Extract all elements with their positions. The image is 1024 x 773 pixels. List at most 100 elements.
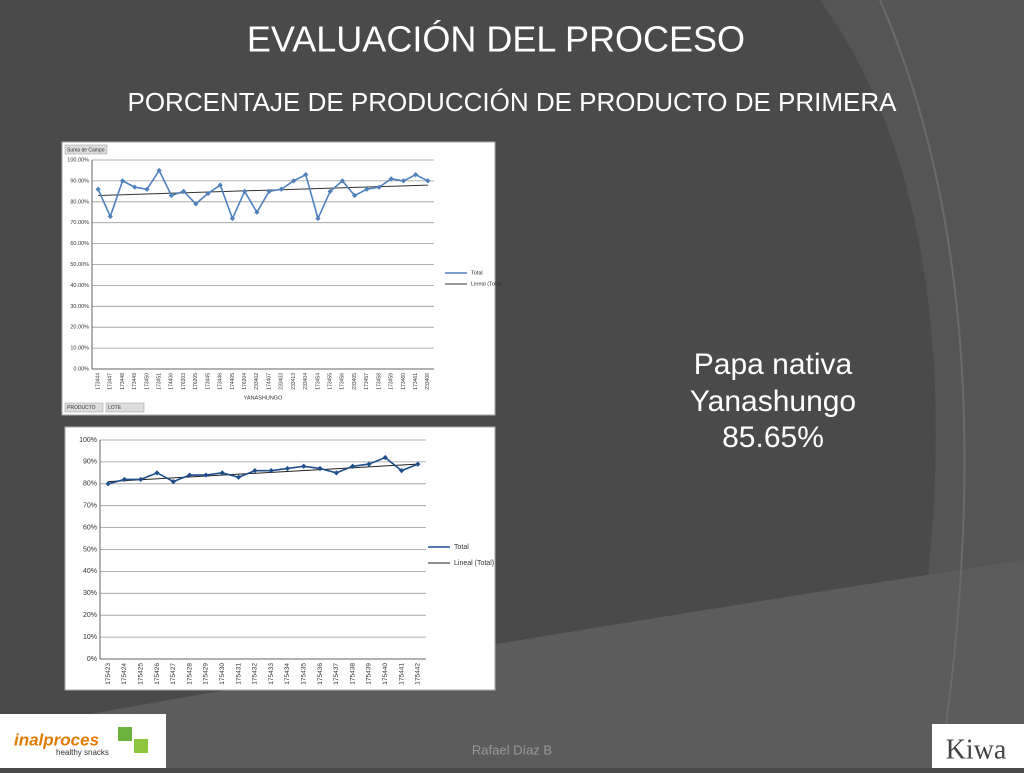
x-tick-label: 233403 (279, 373, 285, 390)
data-point (205, 190, 211, 197)
trend-line (98, 184, 428, 197)
y-tick-label: 90.00% (70, 178, 89, 184)
x-tick-label: 176203 (181, 373, 187, 390)
x-tick-label: 173451 (157, 373, 163, 390)
x-tick-label: 175438 (349, 663, 356, 685)
y-tick-label: 20% (83, 612, 97, 619)
y-tick-label: 0% (87, 656, 97, 663)
data-point (303, 172, 309, 178)
x-tick-label: 173458 (376, 373, 382, 390)
highlight-text: Yanashungo (690, 385, 856, 418)
data-point (315, 215, 321, 222)
trend-line (108, 463, 418, 483)
x-tick-label: 173444 (95, 373, 101, 390)
logo-tagline: healthy snacks (56, 748, 109, 757)
data-point (278, 186, 284, 192)
x-tick-label: 174406 (169, 373, 175, 390)
data-point (400, 178, 407, 184)
data-point (168, 192, 174, 199)
y-tick-label: 100% (79, 437, 97, 444)
logo-icon (134, 739, 148, 753)
decor-line (879, 0, 966, 769)
logo-text: inalproces (14, 730, 99, 749)
x-tick-label: 233402 (254, 373, 260, 390)
highlight-value: 85.65% (722, 421, 824, 454)
x-tick-label: 173456 (340, 373, 346, 390)
data-point (339, 178, 345, 184)
data-point (235, 474, 242, 480)
y-tick-label: 40.00% (70, 283, 89, 289)
x-tick-label: 175423 (105, 663, 112, 685)
x-tick-label: 175442 (415, 663, 422, 685)
x-tick-label: 175424 (121, 663, 128, 685)
x-tick-label: 175431 (235, 663, 242, 685)
x-tick-label: 173449 (132, 373, 138, 390)
data-point (138, 476, 144, 483)
x-tick-label: 233404 (303, 373, 309, 390)
footer: Rafael Díaz B (472, 742, 552, 757)
filter-button[interactable] (64, 402, 104, 413)
data-point (327, 188, 333, 194)
x-tick-label: 175429 (203, 663, 210, 685)
data-point (170, 479, 176, 485)
x-tick-label: 173459 (389, 373, 395, 390)
x-tick-label: 233413 (291, 373, 297, 390)
legend-label: Lineal (Total) (454, 560, 494, 567)
x-tick-label: 176205 (193, 373, 199, 390)
y-tick-label: 60.00% (70, 241, 89, 247)
y-tick-label: 20.00% (70, 325, 89, 331)
data-point (217, 182, 223, 188)
data-point (203, 472, 209, 478)
y-tick-label: 80.00% (70, 199, 89, 205)
x-tick-label: 173446 (218, 373, 224, 390)
y-tick-label: 50% (83, 546, 97, 553)
data-point (415, 461, 421, 467)
data-point (398, 468, 405, 474)
y-tick-label: 70.00% (70, 220, 89, 226)
data-point (132, 184, 138, 190)
y-tick-label: 70% (83, 503, 97, 510)
x-tick-label: 175435 (300, 663, 307, 685)
y-tick-label: 60% (83, 524, 97, 531)
x-tick-label: 175433 (268, 663, 275, 685)
y-tick-label: 30.00% (70, 304, 89, 310)
x-tick-label: 175436 (317, 663, 324, 685)
chart-panel (64, 426, 496, 691)
x-tick-label: 175428 (186, 663, 193, 685)
y-tick-label: 100.00% (67, 157, 89, 163)
data-point (364, 186, 370, 192)
x-tick-label: 174405 (230, 373, 236, 390)
data-point (388, 176, 394, 182)
y-tick-label: 80% (83, 481, 97, 488)
data-point (105, 481, 111, 487)
x-tick-label: 173455 (328, 373, 334, 390)
x-tick-label: 175441 (398, 663, 405, 685)
x-tick-label: 175432 (252, 663, 259, 685)
data-point (181, 188, 187, 194)
slide-title: EVALUACIÓN DEL PROCESO (247, 19, 745, 60)
data-point (219, 470, 225, 476)
data-point (254, 209, 260, 215)
x-tick-label: 173461 (413, 373, 419, 390)
x-tick-label: 175426 (154, 663, 161, 685)
data-point (252, 468, 258, 474)
filter-label: PRODUCTO (67, 405, 96, 411)
decor-curve (0, 560, 1024, 768)
x-tick-label: 233406 (425, 373, 431, 390)
data-point (187, 472, 193, 478)
data-point (425, 178, 431, 184)
x-tick-label: 175430 (219, 663, 226, 685)
x-tick-label: 175439 (366, 663, 373, 685)
x-tick-label: 173445 (205, 373, 211, 390)
filter-button[interactable] (105, 402, 145, 413)
highlight-text: Papa nativa (694, 348, 853, 381)
data-point (284, 465, 291, 472)
x-tick-label: 173447 (108, 373, 114, 390)
series-line (97, 168, 429, 221)
x-tick-label: 175434 (284, 663, 291, 685)
field-button (64, 144, 108, 155)
y-tick-label: 30% (83, 590, 97, 597)
data-point (95, 186, 101, 192)
